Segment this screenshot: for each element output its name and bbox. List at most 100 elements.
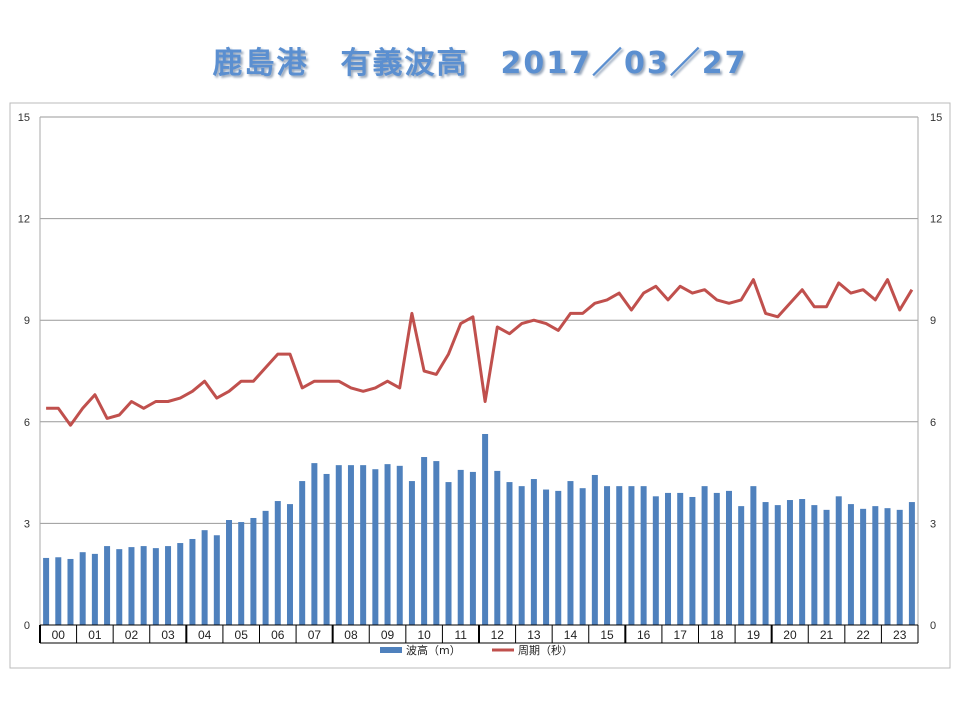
y2-tick-label: 3 <box>930 518 936 530</box>
y2-tick-label: 0 <box>930 620 936 632</box>
wave-height-bar <box>591 474 598 625</box>
wave-height-bar <box>238 522 245 625</box>
wave-height-bar <box>104 546 111 625</box>
x-tick-label: 22 <box>856 628 870 642</box>
wave-height-bar <box>408 481 415 625</box>
wave-height-bar <box>823 509 830 625</box>
y2-tick-label: 15 <box>930 112 942 124</box>
wave-height-bar <box>908 502 915 625</box>
y-tick-label: 12 <box>18 214 30 226</box>
wave-height-bar <box>165 546 172 625</box>
x-tick-label: 20 <box>783 628 797 642</box>
y-tick-label: 15 <box>18 112 30 124</box>
wave-height-bar <box>555 490 562 625</box>
wave-height-bar <box>652 496 659 625</box>
wave-height-bar <box>189 538 196 625</box>
x-tick-label: 06 <box>271 628 285 642</box>
wave-height-bar <box>872 506 879 625</box>
wave-height-bar <box>323 473 330 625</box>
wave-height-bar <box>286 504 293 625</box>
wave-height-bar <box>347 465 354 625</box>
wave-height-bar <box>677 492 684 625</box>
x-tick-label: 11 <box>454 628 467 642</box>
wave-height-bar <box>274 501 281 625</box>
wave-height-bar <box>469 471 476 625</box>
x-tick-label: 21 <box>820 628 834 642</box>
wave-height-bar <box>616 486 623 625</box>
period-line <box>46 278 914 427</box>
wave-height-bar <box>360 465 367 625</box>
wave-height-bar <box>482 433 489 625</box>
x-tick-label: 07 <box>308 628 322 642</box>
x-tick-label: 12 <box>491 628 505 642</box>
wave-height-bar <box>786 500 793 625</box>
x-tick-label: 09 <box>381 628 395 642</box>
wave-height-bar <box>518 486 525 625</box>
wave-height-bar <box>116 549 123 625</box>
wave-height-bar <box>299 481 306 625</box>
wave-height-bar <box>543 489 550 625</box>
wave-height-bar <box>835 496 842 625</box>
wave-height-bar <box>262 510 269 625</box>
wave-height-bar <box>701 486 708 625</box>
x-tick-label: 08 <box>344 628 358 642</box>
x-tick-label: 14 <box>564 628 578 642</box>
wave-height-bar <box>250 517 257 625</box>
wave-height-bar <box>774 505 781 625</box>
wave-height-bar <box>689 496 696 625</box>
wave-height-bar <box>128 547 135 625</box>
x-tick-label: 17 <box>674 628 688 642</box>
wave-height-bar <box>201 530 208 625</box>
x-tick-label: 13 <box>527 628 541 642</box>
wave-height-bar <box>226 520 233 625</box>
wave-height-bar <box>433 461 440 625</box>
y-tick-label: 3 <box>24 518 30 530</box>
wave-height-bar <box>665 492 672 625</box>
wave-height-bar <box>445 482 452 625</box>
y-tick-label: 6 <box>24 417 30 429</box>
wave-height-bar <box>140 546 147 625</box>
wave-height-bar <box>506 482 513 625</box>
wave-height-bar <box>372 469 379 625</box>
y-tick-label: 9 <box>24 315 30 327</box>
wave-height-bar <box>396 465 403 625</box>
wave-height-bar <box>750 486 757 625</box>
wave-height-bar <box>860 508 867 625</box>
legend-swatch-wave-height <box>380 647 402 653</box>
y2-tick-label: 6 <box>930 417 936 429</box>
chart-frame <box>9 102 951 669</box>
wave-height-bar <box>152 548 159 625</box>
wave-height-bar <box>579 488 586 625</box>
y-tick-label: 0 <box>24 620 30 632</box>
wave-height-bar <box>847 504 854 625</box>
wave-height-bar <box>762 502 769 625</box>
wave-height-bar <box>43 557 50 625</box>
wave-height-bar <box>628 486 635 625</box>
wave-height-bar <box>421 457 428 625</box>
wave-height-bar <box>896 509 903 625</box>
wave-height-bar <box>494 470 501 625</box>
wave-height-bar <box>457 469 464 625</box>
wave-height-bar <box>384 464 391 625</box>
wave-height-bar <box>884 508 891 625</box>
wave-height-bar <box>604 486 611 625</box>
x-tick-label: 00 <box>52 628 66 642</box>
wave-height-bar <box>725 490 732 625</box>
x-tick-label: 15 <box>600 628 614 642</box>
wave-height-bar <box>567 481 574 625</box>
y2-tick-label: 12 <box>930 214 942 226</box>
x-tick-label: 04 <box>198 628 212 642</box>
x-tick-label: 23 <box>893 628 907 642</box>
x-tick-label: 18 <box>710 628 724 642</box>
wave-height-bar <box>55 557 62 625</box>
wave-height-bar <box>713 492 720 625</box>
x-tick-label: 16 <box>637 628 651 642</box>
wave-height-bar <box>91 553 98 625</box>
wave-height-bar <box>811 505 818 625</box>
chart-title: 鹿島港 有義波高 2017／03／27 <box>212 46 748 81</box>
y2-tick-label: 9 <box>930 315 936 327</box>
wave-height-bar <box>799 499 806 625</box>
wave-height-bar <box>640 486 647 625</box>
wave-height-bar <box>738 506 745 625</box>
